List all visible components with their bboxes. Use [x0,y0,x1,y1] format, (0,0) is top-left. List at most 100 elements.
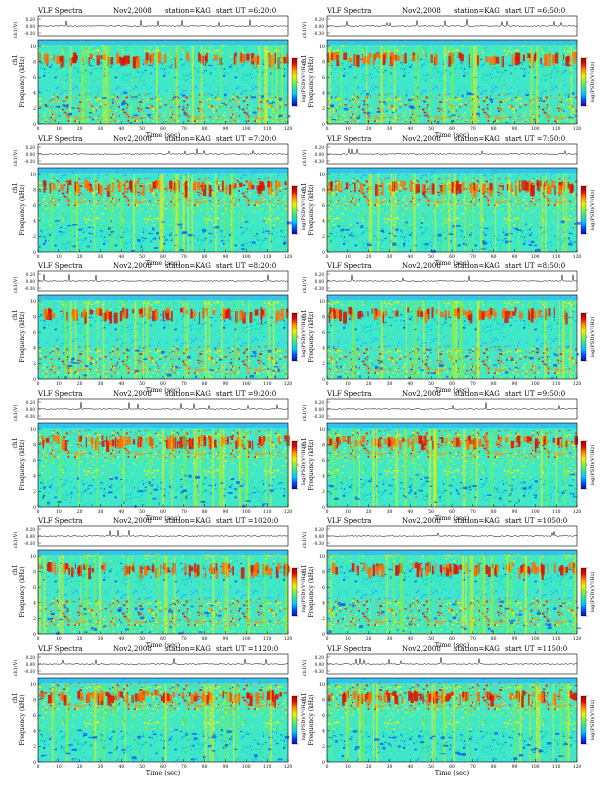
spectrogram-intensity-streak [435,691,438,698]
spectrogram-noise [84,631,88,633]
spectrogram-noise [387,742,390,745]
spectrogram-noise [493,346,497,348]
spectrogram-sferic [565,684,567,762]
spectrogram-intensity-streak [399,439,402,450]
spectrogram-intensity-streak [127,436,131,445]
time-tick-label: 30 [387,254,393,260]
spectrogram-intensity-streak [343,52,348,60]
spectrogram-intensity-streak [138,308,142,314]
spectrogram-intensity-streak [102,312,107,322]
amplitude-tick-label: 0.00 [315,24,325,29]
spectrogram-intensity-streak [380,694,382,702]
spectrogram-sferic [423,301,425,379]
spectrogram-noise [151,617,154,619]
spectrogram-intensity-streak [521,180,524,191]
amplitude-axis-label: ch1(V) [301,277,308,294]
spectrogram-intensity-streak [528,693,530,706]
spectrogram-intensity-streak [128,565,131,574]
spectrogram-noise [188,474,192,478]
spectrogram-intensity-streak [453,437,456,447]
spectrogram-intensity-streak [377,310,381,317]
spectrogram-intensity-streak [105,310,109,320]
spectrogram-noise [200,500,206,503]
spectrogram-noise [408,623,412,626]
spectrogram-noise [194,375,197,378]
spectrogram-intensity-streak [134,693,139,702]
spectrogram-sferic [219,46,222,124]
spectrogram-noise [238,607,242,610]
colorbar-label: log(PSD)(V²/Hz) [589,62,596,103]
spectrogram-intensity-streak [381,565,385,578]
spectrogram-sferic [545,301,547,379]
spectrogram-intensity-streak [483,435,488,443]
spectrogram-intensity-streak [366,567,371,574]
spectrogram-noise [420,741,425,744]
spectrogram-sferic [277,46,279,124]
spectrogram-noise [211,750,216,752]
spectrogram-intensity-streak [145,691,150,696]
spectrogram-noise [78,623,80,626]
frequency-axis-label: Frequency (kHz) [308,56,315,107]
spectrogram-sferic [97,301,99,379]
spectrogram-sferic [564,556,566,634]
spectrogram-intensity-streak [246,53,250,61]
spectrogram-intensity-streak [118,182,122,192]
spectrogram-noise [430,352,432,354]
spectrogram-noise [233,488,237,490]
spectrogram-intensity-streak [277,563,281,570]
spectrogram-sferic [156,46,158,124]
spectrogram-noise [137,735,142,739]
spectrogram-intensity-streak [417,184,420,193]
spectrogram-noise [568,242,573,246]
spectrogram-noise [329,485,335,488]
spectrogram-sferic [461,301,463,379]
spectrogram-intensity-streak [266,691,271,700]
spectrogram-intensity-streak [152,310,155,322]
spectrogram-noise [457,244,461,247]
spectrogram-noise [526,744,531,747]
colorbar [580,695,587,745]
spectrogram-noise [204,477,207,479]
spectrogram-noise [499,620,503,622]
frequency-tick-label: 10 [30,554,36,560]
spectrogram-intensity-streak [42,439,44,449]
spectrogram-intensity-streak [414,562,419,568]
time-tick-label: 40 [407,509,413,515]
spectrogram-noise [286,221,292,225]
spectrogram-intensity-streak [80,692,84,701]
spectrogram-noise [330,96,333,99]
spectrogram-noise [341,618,345,621]
time-tick-label: 90 [223,764,229,770]
time-tick-label: 120 [284,126,293,132]
spectrogram-noise [182,489,187,492]
frequency-tick-label: 4 [322,601,325,607]
spectrogram-noise [83,374,88,377]
spectrogram-noise [560,220,565,224]
spectrogram-sferic [428,556,431,634]
spectrogram-noise [256,233,258,236]
spectrogram-noise [137,239,141,243]
spectrogram-sferic [368,174,372,252]
time-tick-label: 20 [366,636,372,642]
spectrogram-intensity-streak [196,564,200,576]
time-tick-label: 20 [366,254,372,260]
spectrogram-sferic [200,556,202,634]
amplitude-trace [37,148,289,155]
time-axis-label: Time (sec) [435,514,470,522]
colorbar [580,185,587,235]
spectrogram-intensity-streak [336,436,340,442]
spectrogram-intensity-streak [91,437,94,449]
spectrogram-intensity-streak [282,56,284,64]
spectrogram-intensity-streak [265,566,268,571]
spectrogram-sferic [415,301,418,379]
spectrogram-noise [246,733,250,735]
time-tick-label: 80 [202,126,208,132]
spectrogram-sferic [134,301,137,379]
time-tick-label: 50 [428,636,434,642]
spectrogram-sferic [61,556,64,634]
spectrogram-intensity-streak [242,54,245,63]
spectrogram-noise [411,368,413,371]
panel-start-time: start UT =8:50:0 [505,262,565,270]
spectrogram-intensity-streak [506,183,509,191]
spectrogram-intensity-streak [536,182,539,191]
